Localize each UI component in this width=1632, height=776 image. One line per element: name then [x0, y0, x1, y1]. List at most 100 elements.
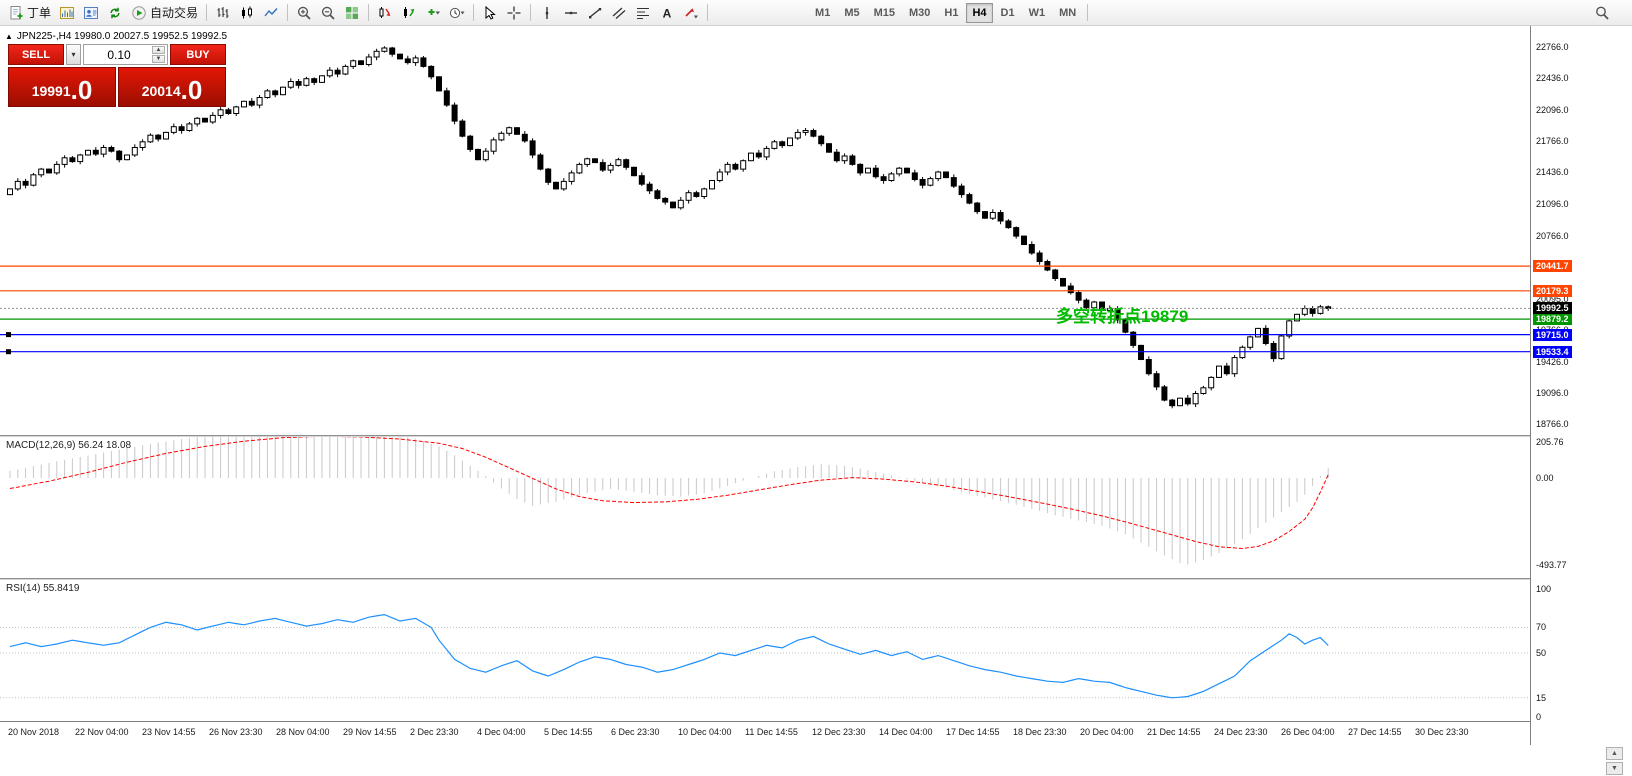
timeframe-h1[interactable]: H1	[944, 6, 959, 19]
volume-increase-icon[interactable]: ▲	[152, 46, 165, 54]
timeframe-mn[interactable]: MN	[1059, 6, 1077, 19]
timeframe-d1[interactable]: D1	[1000, 6, 1015, 19]
add-indicator-button[interactable]	[421, 2, 445, 24]
autotrading-button-label: 自动交易	[150, 6, 199, 20]
macd-canvas[interactable]	[0, 437, 1530, 578]
timeframe-m30[interactable]: M30	[909, 6, 931, 19]
timeframe-group: M1 M5 M15 M30 H1 H4 D1 W1 MN	[808, 2, 1083, 23]
timeframe-m15[interactable]: M15	[873, 6, 895, 19]
price-tick-label: 22436.0	[1536, 73, 1569, 84]
refresh-icon	[110, 7, 120, 18]
channel-button[interactable]	[607, 2, 631, 24]
new-order-button[interactable]: 丁单	[4, 2, 55, 24]
text-button[interactable]: A	[655, 2, 679, 24]
horizontal-line-button[interactable]	[559, 2, 583, 24]
price-line-label: 20441.7	[1533, 260, 1572, 273]
time-label: 20 Dec 04:00	[1080, 727, 1134, 737]
sell-price-main: 19991	[31, 83, 71, 99]
collapse-subwindow-icon[interactable]: ▲	[5, 31, 13, 41]
panel-divider[interactable]	[0, 435, 1530, 437]
price-line-label: 20179.3	[1533, 284, 1572, 297]
buy-price-display[interactable]: 20014.0	[118, 67, 226, 107]
rsi-tick-label: 0	[1536, 712, 1542, 722]
fibonacci-button[interactable]	[631, 2, 655, 24]
vertical-line-button[interactable]	[535, 2, 559, 24]
sell-button[interactable]: SELL	[8, 44, 64, 65]
rsi-panel[interactable]: RSI(14) 55.8419	[0, 580, 1530, 721]
time-label: 24 Dec 23:30	[1214, 727, 1268, 737]
trendline-button[interactable]	[583, 2, 607, 24]
channel-icon	[612, 7, 626, 19]
time-label: 26 Nov 23:30	[209, 727, 263, 737]
indicators-button[interactable]	[373, 2, 397, 24]
toolbar-separator	[368, 4, 370, 21]
zoom-out-button[interactable]	[316, 2, 340, 24]
timeframe-m1[interactable]: M1	[815, 6, 831, 19]
price-tick-label: 21096.0	[1536, 199, 1569, 210]
crosshair-icon	[507, 6, 521, 19]
time-label: 4 Dec 04:00	[477, 727, 526, 737]
charts-button[interactable]	[55, 2, 79, 24]
macd-tick-label: 205.76	[1536, 436, 1564, 447]
rsi-tick-label: 50	[1536, 648, 1547, 658]
time-label: 23 Nov 14:55	[142, 727, 196, 737]
indicator-down-icon	[379, 6, 391, 18]
macd-values: 56.24 18.08	[78, 440, 132, 451]
rsi-tick-label: 70	[1536, 622, 1547, 633]
price-chart-canvas[interactable]	[0, 26, 1530, 435]
tline-icon	[589, 7, 602, 18]
macd-name: MACD(12,26,9)	[6, 440, 76, 451]
chart-window-icon	[60, 6, 75, 19]
refresh-button[interactable]	[103, 2, 127, 24]
price-tick-label: 19426.0	[1536, 356, 1569, 367]
new-order-button-label: 丁单	[27, 6, 52, 20]
crosshair-button[interactable]	[502, 2, 526, 24]
periods-button[interactable]	[445, 2, 469, 24]
panel-divider[interactable]	[0, 578, 1530, 580]
line-chart-button[interactable]	[259, 2, 283, 24]
price-axis[interactable]: 22766.0 22436.0 22096.0 21766.0 21436.0 21096…	[1530, 26, 1632, 745]
bar-chart-button[interactable]	[211, 2, 235, 24]
time-label: 27 Dec 14:55	[1348, 727, 1402, 737]
price-line-label: 19715.0	[1533, 328, 1572, 341]
timeframe-h4[interactable]: H4	[966, 2, 993, 23]
candles-icon	[242, 6, 253, 18]
play-icon	[132, 5, 146, 20]
ohlc-bars-icon	[217, 6, 229, 18]
timeframe-w1[interactable]: W1	[1028, 6, 1046, 19]
scroll-down-button[interactable]: ▼	[1606, 762, 1623, 775]
rsi-label: RSI(14) 55.8419	[6, 583, 79, 594]
tile-windows-button[interactable]	[340, 2, 364, 24]
chart-annotation-text[interactable]: 多空转折点19879	[1056, 307, 1189, 326]
price-tick-label: 22766.0	[1536, 42, 1569, 52]
search-button[interactable]	[1590, 2, 1614, 24]
doc-plus-icon	[10, 5, 23, 19]
macd-panel[interactable]: MACD(12,26,9) 56.24 18.08	[0, 437, 1530, 578]
cursor-button[interactable]	[478, 2, 502, 24]
scroll-up-button[interactable]: ▲	[1606, 747, 1623, 760]
price-tick-label: 20766.0	[1536, 230, 1569, 241]
rsi-tick-label: 100	[1536, 584, 1552, 594]
arrows-button[interactable]	[679, 2, 703, 24]
rsi-value: 55.8419	[43, 583, 80, 594]
macd-tick-label: 0.00	[1536, 473, 1554, 483]
sell-price-fraction: .0	[70, 75, 93, 105]
profiles-icon	[84, 6, 99, 19]
volume-input[interactable]: 0.10 ▲ ▼	[83, 44, 168, 65]
rsi-canvas[interactable]	[0, 580, 1530, 721]
toolbar-separator	[707, 4, 709, 21]
rsi-tick-label: 15	[1536, 692, 1547, 703]
one-click-settings-dropdown[interactable]: ▾	[66, 44, 81, 65]
time-axis[interactable]: 20 Nov 2018 22 Nov 04:00 23 Nov 14:55 26 No…	[0, 721, 1530, 745]
volume-decrease-icon[interactable]: ▼	[152, 55, 165, 63]
zoom-in-button[interactable]	[292, 2, 316, 24]
sell-price-display[interactable]: 19991.0	[8, 67, 116, 107]
price-chart-panel[interactable]: ▲ JPN225-,H4 19980.0 20027.5 19952.5 199…	[0, 26, 1530, 435]
timeframe-m5[interactable]: M5	[844, 6, 860, 19]
buy-button[interactable]: BUY	[170, 44, 226, 65]
text-a-icon: A	[663, 6, 672, 20]
autotrading-button[interactable]: 自动交易	[127, 2, 202, 24]
profiles-button[interactable]	[79, 2, 103, 24]
objects-list-button[interactable]	[397, 2, 421, 24]
candlestick-button[interactable]	[235, 2, 259, 24]
